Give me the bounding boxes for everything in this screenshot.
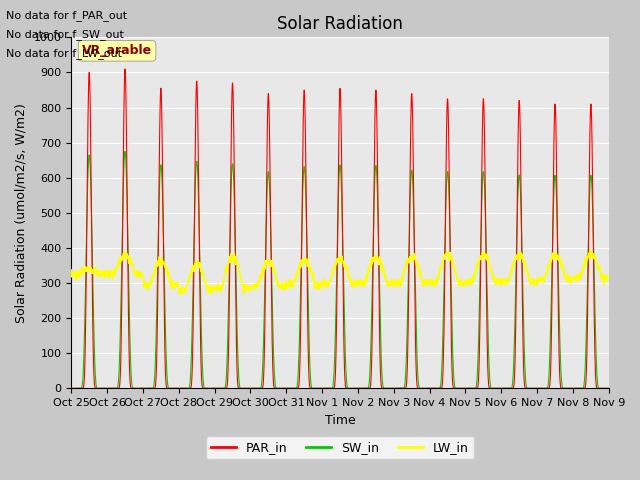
Text: No data for f_LW_out: No data for f_LW_out	[6, 48, 122, 59]
Text: VR_arable: VR_arable	[82, 44, 152, 57]
X-axis label: Time: Time	[324, 414, 355, 427]
Text: No data for f_SW_out: No data for f_SW_out	[6, 29, 124, 40]
Text: No data for f_PAR_out: No data for f_PAR_out	[6, 10, 127, 21]
Legend: PAR_in, SW_in, LW_in: PAR_in, SW_in, LW_in	[206, 436, 474, 459]
Y-axis label: Solar Radiation (umol/m2/s, W/m2): Solar Radiation (umol/m2/s, W/m2)	[15, 103, 28, 323]
Title: Solar Radiation: Solar Radiation	[277, 15, 403, 33]
